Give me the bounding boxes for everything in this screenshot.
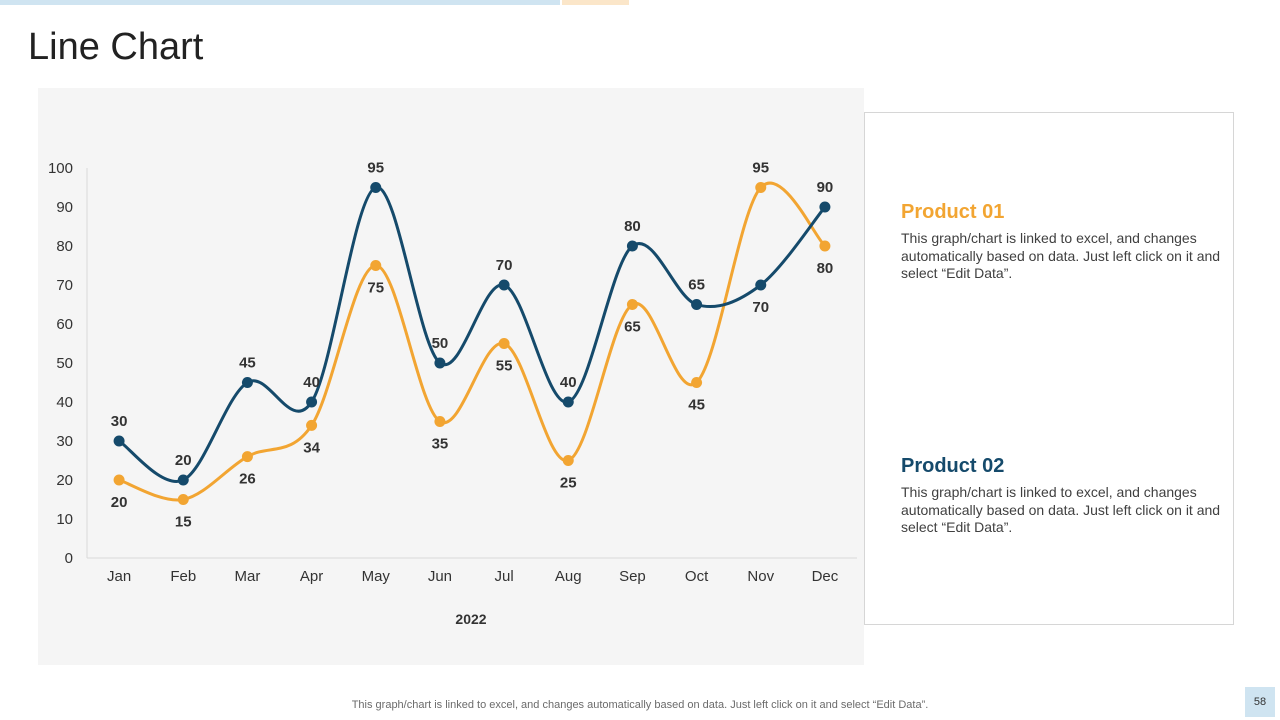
- footer-note: This graph/chart is linked to excel, and…: [351, 699, 929, 711]
- series-product-01-point: [819, 240, 831, 252]
- legend-description-product-01: This graph/chart is linked to excel, and…: [901, 230, 1221, 281]
- y-tick-label: 70: [56, 277, 73, 294]
- x-tick-label: Sep: [619, 568, 646, 585]
- series-product-02-point: [241, 377, 253, 388]
- series-product-01-data-label: 95: [752, 160, 769, 177]
- line-chart[interactable]: 0 10 20 30 40 50 60 70 80 90 100 Jan Feb Mar Apr May Jun…: [38, 88, 864, 665]
- x-tick-label: Feb: [170, 568, 196, 585]
- series-product-02-data-label: 30: [111, 413, 128, 430]
- x-tick-label: Mar: [234, 568, 260, 585]
- y-tick-label: 50: [56, 355, 73, 372]
- legend-title-product-01: Product 01: [901, 201, 1005, 223]
- series-product-01-data-label: 34: [303, 439, 320, 456]
- series-product-01-point: [177, 494, 189, 505]
- series-product-01-data-label: 55: [496, 358, 513, 375]
- series-product-02-point: [498, 279, 510, 291]
- top-accent-bar-peach: [562, 0, 629, 5]
- series-product-02-point: [177, 474, 189, 486]
- series-product-02-data-label: 40: [303, 374, 320, 391]
- series-product-01-data-label: 35: [432, 436, 449, 453]
- series-product-02-point: [562, 396, 574, 408]
- series-product-01-data-label: 15: [175, 514, 192, 531]
- series-product-01-data-label: 26: [239, 471, 256, 488]
- y-tick-label: 80: [56, 238, 73, 255]
- series-product-01-point: [434, 416, 446, 427]
- series-product-02-data-label: 65: [688, 277, 705, 294]
- series-product-01-data-label: 20: [111, 494, 128, 511]
- series-product-01-point: [306, 419, 318, 431]
- legend-product-01: Product 01 This graph/chart is linked to…: [901, 201, 1221, 283]
- series-product-01-point: [626, 299, 638, 310]
- x-axis-title: 2022: [455, 611, 486, 627]
- series-product-02-point: [819, 201, 831, 213]
- series-product-01-data-label: 65: [624, 319, 641, 336]
- top-accent-bar-blue: [0, 0, 560, 5]
- x-tick-label: Dec: [812, 568, 839, 585]
- x-tick-label: May: [362, 568, 391, 585]
- legend-title-product-02: Product 02: [901, 455, 1005, 477]
- y-tick-label: 60: [56, 316, 73, 333]
- x-tick-label: Jun: [428, 568, 452, 585]
- series-product-01-point: [755, 182, 767, 193]
- y-tick-label: 90: [56, 199, 73, 216]
- series-product-02-data-label: 40: [560, 374, 577, 391]
- series-product-02-line: [117, 186, 827, 483]
- series-product-02-data-label: 20: [175, 452, 192, 469]
- series-product-01-point: [241, 451, 253, 463]
- series-product-02-point: [370, 182, 382, 193]
- x-tick-label: Nov: [747, 568, 774, 585]
- series-product-02-data-label: 90: [817, 179, 834, 196]
- series-product-02-point: [755, 279, 767, 291]
- series-product-02-data-label: 70: [752, 299, 769, 316]
- series-product-02-data-label: 95: [367, 160, 384, 177]
- legend-description-product-02: This graph/chart is linked to excel, and…: [901, 484, 1221, 535]
- x-tick-label: Apr: [300, 568, 323, 585]
- series-product-02-point: [626, 240, 638, 252]
- y-tick-label: 30: [56, 433, 73, 450]
- legend-product-02: Product 02 This graph/chart is linked to…: [901, 455, 1221, 537]
- series-product-01-point: [562, 455, 574, 466]
- series-product-01-point: [498, 338, 510, 349]
- series-product-01-data-label: 45: [688, 397, 705, 414]
- series-product-01-point: [370, 260, 382, 271]
- series-product-02-point: [434, 357, 446, 369]
- y-tick-label: 10: [56, 511, 73, 528]
- y-tick-label: 0: [65, 550, 73, 567]
- series-product-02-point: [306, 396, 318, 408]
- series-product-02-data-label: 70: [496, 257, 513, 274]
- page-number: 58: [1245, 687, 1275, 717]
- series-product-01-line: [117, 181, 827, 502]
- y-tick-label: 40: [56, 394, 73, 411]
- series-product-01-point: [691, 377, 703, 388]
- series-product-02-data-label: 45: [239, 355, 256, 372]
- series-product-01-data-label: 75: [367, 280, 384, 297]
- x-tick-label: Oct: [685, 568, 709, 585]
- chart-panel[interactable]: [38, 88, 864, 665]
- series-product-01-data-label: 25: [560, 475, 577, 492]
- series-product-02-data-label: 50: [432, 335, 449, 352]
- x-tick-label: Jan: [107, 568, 131, 585]
- series-product-01-point: [113, 474, 125, 486]
- series-product-02-point: [691, 299, 703, 310]
- x-tick-label: Jul: [494, 568, 513, 585]
- y-tick-label: 20: [56, 472, 73, 489]
- series-product-01-data-label: 80: [817, 260, 834, 277]
- series-product-02-point: [113, 435, 125, 447]
- x-tick-label: Aug: [555, 568, 582, 585]
- series-product-02-data-label: 80: [624, 218, 641, 235]
- page-title: Line Chart: [28, 26, 204, 68]
- legend-panel: Product 01 This graph/chart is linked to…: [864, 112, 1234, 625]
- y-tick-label: 100: [48, 160, 73, 177]
